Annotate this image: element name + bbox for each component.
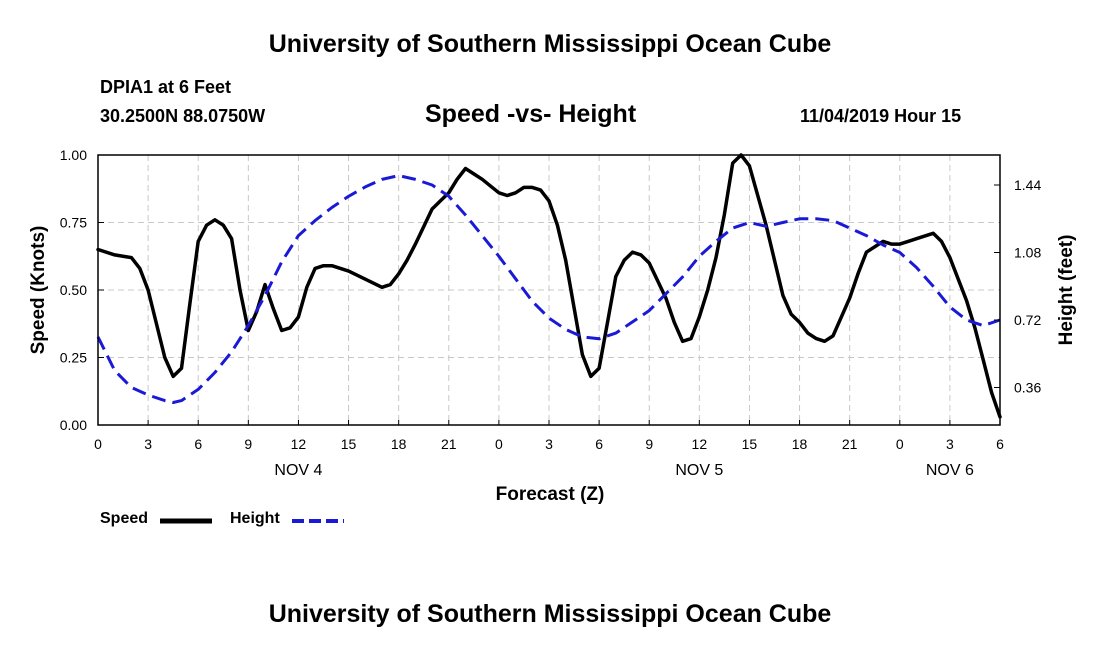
x-tick-label: 6 (595, 436, 603, 452)
page-title-bottom: University of Southern Mississippi Ocean… (268, 600, 832, 628)
axes: 0 3 6 9 12 15 18 21 0 3 6 9 12 15 18 21 0 3 6 NOV 4 NOV 5 NOV… (60, 147, 1042, 479)
x-tick-label: 6 (996, 436, 1004, 452)
series-line-speed (96, 153, 1002, 419)
x-tick-label: 0 (495, 436, 503, 452)
chart-title: Speed -vs- Height (425, 100, 637, 128)
y-tick-label: 1.00 (60, 147, 87, 163)
legend-speed-label: Speed (100, 510, 149, 527)
x-tick-label: 12 (291, 436, 307, 452)
y-axis-label: Speed (Knots) (28, 226, 49, 355)
y-tick-label: 0.00 (60, 417, 87, 433)
legend-height-label: Height (230, 510, 280, 527)
x-tick-label: 9 (645, 436, 653, 452)
station-label: DPIA1 at 6 Feet (100, 77, 232, 97)
x-tick-label: 18 (391, 436, 407, 452)
date-label: NOV 4 (274, 462, 322, 479)
y2-tick-label: 1.08 (1014, 245, 1041, 261)
x-tick-label: 3 (144, 436, 152, 452)
x-tick-label: 15 (341, 436, 357, 452)
grid (98, 155, 1000, 425)
x-tick-label: 21 (441, 436, 457, 452)
x-axis-label: Forecast (Z) (496, 484, 605, 505)
forecast-datetime: 11/04/2019 Hour 15 (800, 106, 962, 126)
x-tick-label: 12 (692, 436, 708, 452)
series-line-height (96, 174, 1001, 404)
x-tick-label: 0 (896, 436, 904, 452)
x-tick-label: 21 (842, 436, 858, 452)
x-tick-label: 6 (194, 436, 202, 452)
y2-tick-label: 1.44 (1014, 177, 1041, 193)
series-group (96, 153, 1002, 419)
x-tick-label: 9 (244, 436, 252, 452)
y-tick-label: 0.50 (60, 282, 87, 298)
y2-tick-label: 0.36 (1014, 380, 1041, 396)
date-label: NOV 6 (926, 462, 974, 479)
x-tick-label: 18 (792, 436, 808, 452)
x-tick-label: 0 (94, 436, 102, 452)
y-tick-label: 0.75 (60, 215, 87, 231)
x-tick-label: 15 (742, 436, 758, 452)
date-label: NOV 5 (675, 462, 723, 479)
x-tick-label: 3 (545, 436, 553, 452)
y2-axis-label: Height (feet) (1056, 235, 1077, 346)
coordinates-label: 30.2500N 88.0750W (100, 106, 266, 126)
page-title-top: University of Southern Mississippi Ocean… (268, 30, 832, 58)
x-tick-label: 3 (946, 436, 954, 452)
y-tick-label: 0.25 (60, 350, 87, 366)
y2-tick-label: 0.72 (1014, 312, 1041, 328)
